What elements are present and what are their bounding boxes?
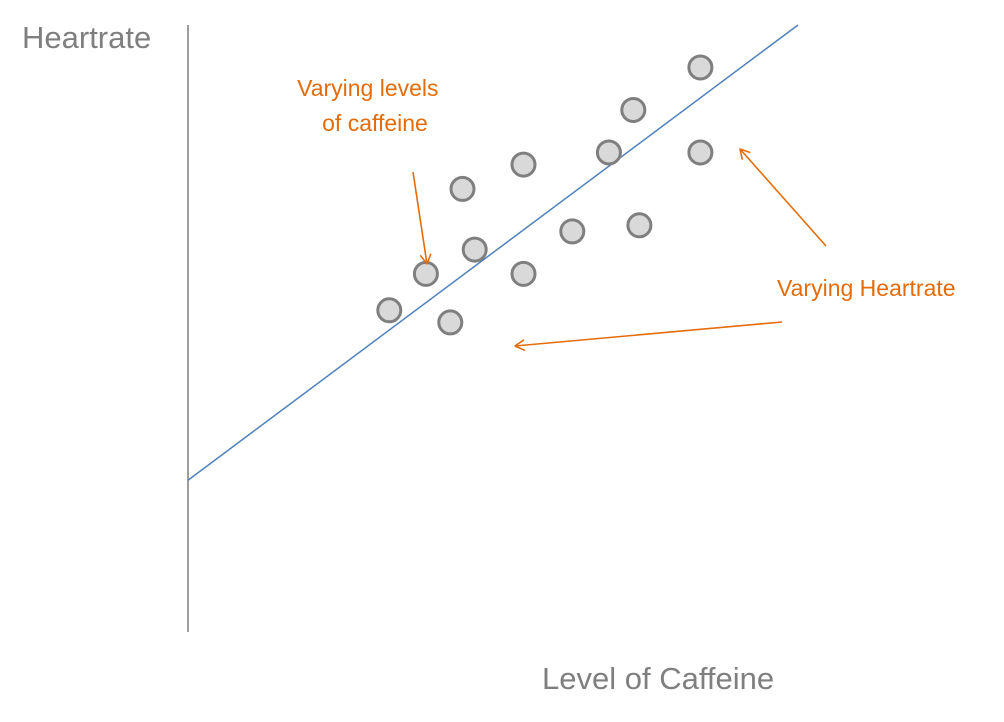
data-point-12 bbox=[687, 139, 714, 166]
data-point-6 bbox=[510, 260, 537, 287]
data-point-11 bbox=[626, 212, 653, 239]
trend-line bbox=[187, 24, 799, 481]
data-point-4 bbox=[461, 236, 488, 263]
data-point-9 bbox=[595, 139, 622, 166]
y-axis-title: Heartrate bbox=[22, 20, 151, 55]
caffeine-annotation-line-1: Varying levels bbox=[297, 75, 438, 101]
data-point-2 bbox=[412, 260, 439, 287]
x-axis-title: Level of Caffeine bbox=[542, 661, 774, 696]
data-points bbox=[376, 54, 714, 336]
data-point-7 bbox=[510, 151, 537, 178]
data-point-13 bbox=[687, 54, 714, 81]
heartrate-annotation-arrow-lower bbox=[514, 321, 783, 351]
caffeine-annotation-line-2: of caffeine bbox=[322, 110, 428, 136]
heartrate-annotation-arrow-upper bbox=[739, 148, 827, 247]
data-point-8 bbox=[559, 218, 586, 245]
data-point-1 bbox=[376, 297, 403, 324]
data-point-10 bbox=[620, 96, 647, 123]
caffeine-annotation-arrow bbox=[412, 171, 432, 265]
data-point-5 bbox=[449, 175, 476, 202]
data-point-3 bbox=[437, 309, 464, 336]
caffeine-annotation: Varying levels of caffeine bbox=[297, 75, 445, 136]
heartrate-annotation: Varying Heartrate bbox=[777, 275, 956, 301]
